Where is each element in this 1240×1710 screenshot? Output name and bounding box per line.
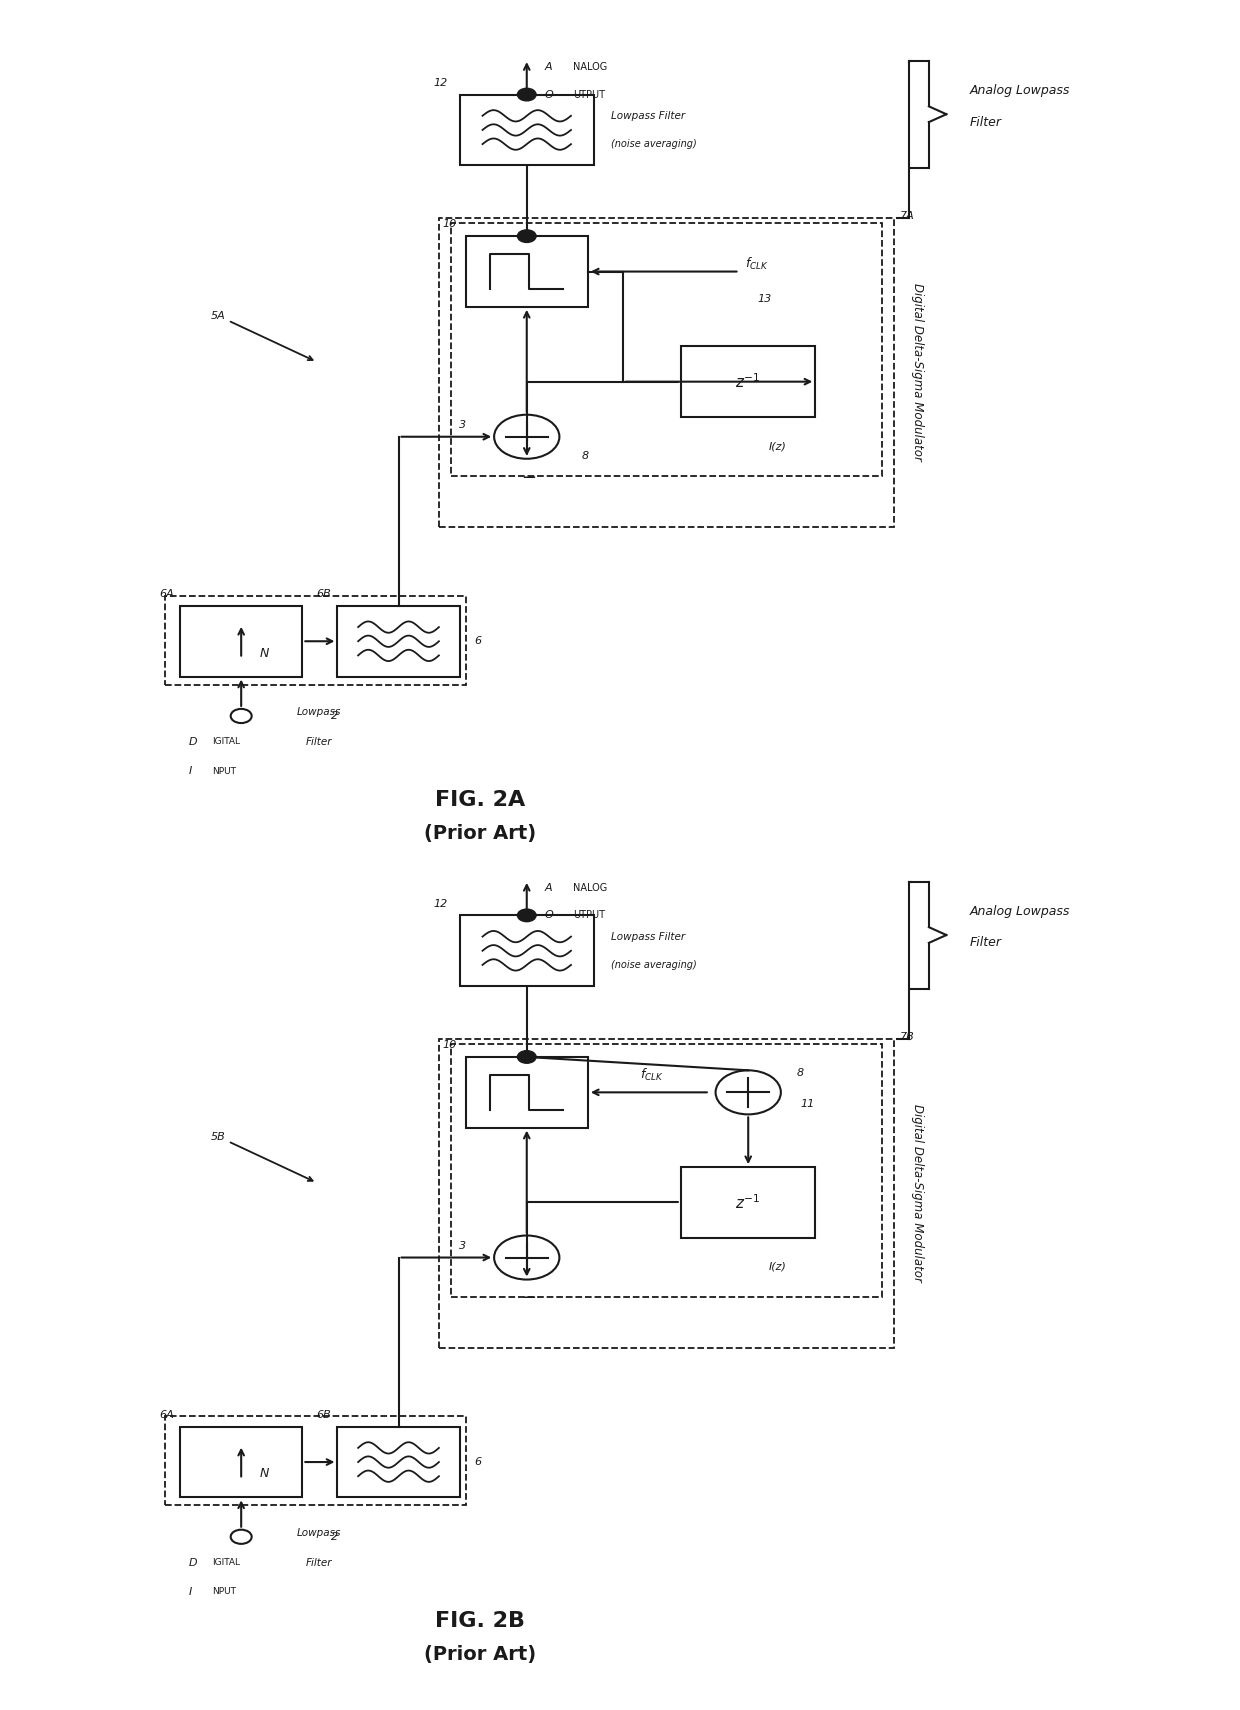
Bar <box>165 1416 466 1505</box>
Text: 7A: 7A <box>900 212 914 222</box>
Bar <box>681 345 815 417</box>
Text: Filter: Filter <box>306 1558 332 1568</box>
Bar <box>451 222 883 475</box>
Text: $z^{-1}$: $z^{-1}$ <box>735 1194 761 1212</box>
Text: Analog Lowpass: Analog Lowpass <box>970 905 1070 918</box>
Bar <box>460 94 594 166</box>
Text: Digital Delta-Sigma Modulator: Digital Delta-Sigma Modulator <box>910 284 924 462</box>
Circle shape <box>517 1050 536 1064</box>
Text: 6: 6 <box>474 1457 481 1467</box>
Text: 6B: 6B <box>316 588 331 598</box>
Text: I: I <box>188 766 192 776</box>
Text: −: − <box>522 469 537 487</box>
Text: IGITAL: IGITAL <box>212 737 241 747</box>
Text: NALOG: NALOG <box>573 882 608 893</box>
Bar <box>460 915 594 987</box>
Text: 5B: 5B <box>211 1132 312 1182</box>
Text: 12: 12 <box>434 77 448 87</box>
Bar <box>180 1426 303 1498</box>
Text: NALOG: NALOG <box>573 62 608 72</box>
Bar <box>439 219 894 527</box>
Bar <box>337 605 460 677</box>
Circle shape <box>517 910 536 922</box>
Text: A: A <box>544 882 552 893</box>
Text: I: I <box>188 1587 192 1597</box>
Text: Lowpass Filter: Lowpass Filter <box>611 932 686 942</box>
Text: 6A: 6A <box>160 588 174 598</box>
Text: 8: 8 <box>582 451 589 462</box>
Text: 11: 11 <box>801 1100 815 1110</box>
Text: (noise averaging): (noise averaging) <box>611 139 697 149</box>
Text: 2: 2 <box>331 711 339 722</box>
Bar <box>165 595 466 684</box>
Circle shape <box>517 229 536 243</box>
Text: O: O <box>544 89 553 99</box>
Circle shape <box>517 89 536 101</box>
Text: 6: 6 <box>474 636 481 646</box>
Text: −: − <box>522 1289 537 1308</box>
Text: 13: 13 <box>756 294 771 304</box>
Text: NPUT: NPUT <box>212 1587 236 1597</box>
Text: Filter: Filter <box>970 116 1002 128</box>
Text: 6A: 6A <box>160 1409 174 1419</box>
Text: Filter: Filter <box>306 737 332 747</box>
Text: 3: 3 <box>459 1241 466 1250</box>
Text: 10: 10 <box>441 219 456 229</box>
Text: UTPUT: UTPUT <box>573 89 605 99</box>
Text: 10: 10 <box>441 1040 456 1050</box>
Bar <box>465 236 588 308</box>
Text: UTPUT: UTPUT <box>573 910 605 920</box>
Text: N: N <box>260 1467 269 1481</box>
Bar <box>439 1040 894 1347</box>
Bar <box>465 1057 588 1129</box>
Text: I(z): I(z) <box>769 441 786 451</box>
Text: I(z): I(z) <box>769 1262 786 1272</box>
Text: D: D <box>188 737 197 747</box>
Text: FIG. 2A: FIG. 2A <box>435 790 526 811</box>
Text: Lowpass Filter: Lowpass Filter <box>611 111 686 121</box>
Text: 7B: 7B <box>900 1033 914 1043</box>
Text: 3: 3 <box>459 421 466 429</box>
Text: O: O <box>544 910 553 920</box>
Text: (Prior Art): (Prior Art) <box>424 1645 536 1664</box>
Text: 12: 12 <box>434 898 448 908</box>
Text: NPUT: NPUT <box>212 766 236 776</box>
Text: (noise averaging): (noise averaging) <box>611 959 697 970</box>
Text: 5A: 5A <box>211 311 312 361</box>
Text: Analog Lowpass: Analog Lowpass <box>970 84 1070 97</box>
Text: Digital Delta-Sigma Modulator: Digital Delta-Sigma Modulator <box>910 1105 924 1282</box>
Text: $f_{CLK}$: $f_{CLK}$ <box>640 1067 663 1082</box>
Text: FIG. 2B: FIG. 2B <box>435 1611 525 1631</box>
Text: 2: 2 <box>331 1532 339 1542</box>
Text: (Prior Art): (Prior Art) <box>424 824 536 843</box>
Text: Lowpass: Lowpass <box>298 706 341 716</box>
Bar <box>681 1166 815 1238</box>
Bar <box>180 605 303 677</box>
Text: 8: 8 <box>797 1067 805 1077</box>
Text: D: D <box>188 1558 197 1568</box>
Bar <box>451 1043 883 1296</box>
Text: Lowpass: Lowpass <box>298 1527 341 1537</box>
Text: 6B: 6B <box>316 1409 331 1419</box>
Text: A: A <box>544 62 552 72</box>
Text: IGITAL: IGITAL <box>212 1558 241 1568</box>
Text: N: N <box>260 646 269 660</box>
Text: $f_{CLK}$: $f_{CLK}$ <box>745 255 769 272</box>
Text: Filter: Filter <box>970 937 1002 949</box>
Text: $z^{-1}$: $z^{-1}$ <box>735 373 761 392</box>
Bar <box>337 1426 460 1498</box>
